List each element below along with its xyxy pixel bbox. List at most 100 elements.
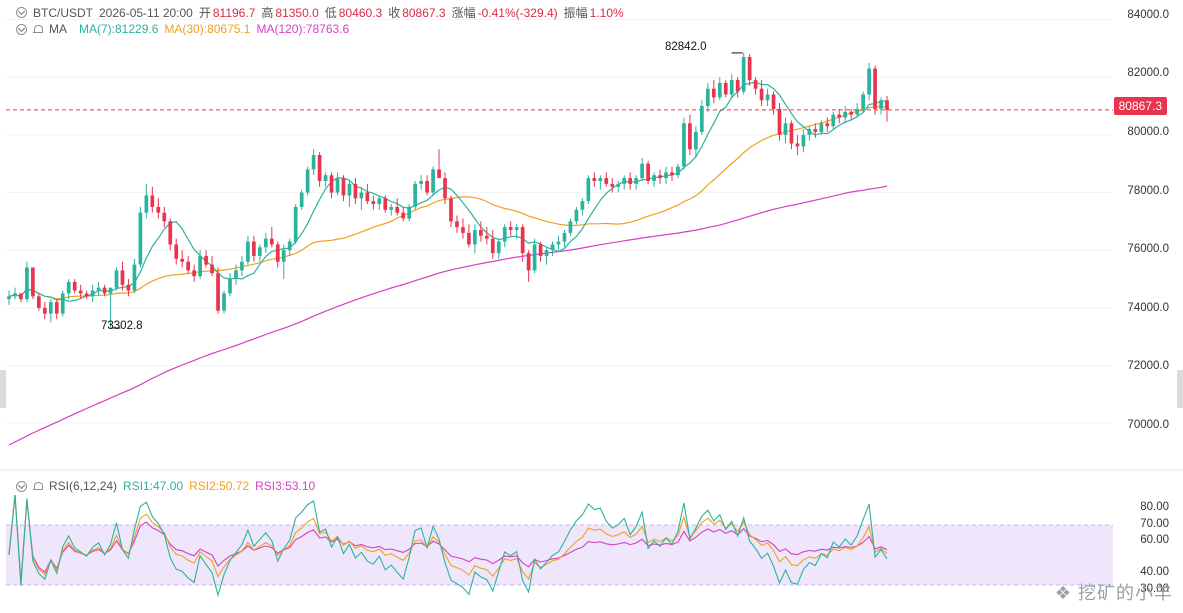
price-tick: 82000.0 <box>1127 67 1169 79</box>
collapse-chevron-icon[interactable] <box>16 7 27 18</box>
candle-body <box>150 195 155 207</box>
candle-body <box>813 129 818 132</box>
rsi3-legend: RSI3:53.10 <box>255 479 316 493</box>
candle-body <box>807 129 812 135</box>
candle-body <box>598 178 603 181</box>
candle-body <box>568 221 573 233</box>
candle-body <box>269 238 274 245</box>
candle-body <box>753 80 758 89</box>
candle-body <box>622 178 627 184</box>
rsi-legend: RSI(6,12,24) RSI1:47.00 RSI2:50.72 RSI3:… <box>16 479 321 493</box>
candle-body <box>144 195 149 213</box>
ma30-legend: MA(30):80675.1 <box>164 22 251 36</box>
candle-body <box>13 293 17 297</box>
candle-body <box>252 241 256 256</box>
candle-body <box>48 302 53 314</box>
rsi-lines <box>8 494 888 598</box>
ma-lines <box>6 81 1113 446</box>
candle-body <box>676 166 680 176</box>
candle-body <box>664 172 668 179</box>
candle-body <box>395 206 400 213</box>
candle-body <box>198 255 202 277</box>
candle-body <box>216 273 220 311</box>
candle-body <box>616 183 621 187</box>
candle-body <box>837 114 842 118</box>
alert-bell-icon[interactable] <box>33 24 43 34</box>
candle-body <box>717 82 722 98</box>
candle-body <box>66 281 71 294</box>
candle-body <box>443 178 447 199</box>
candle-body <box>550 244 555 251</box>
candle-body <box>287 241 292 251</box>
scroll-left-handle[interactable] <box>0 370 6 408</box>
candle-body <box>801 134 806 147</box>
candle-body <box>186 261 191 271</box>
rsi-alert-bell-icon[interactable] <box>33 481 43 491</box>
candle-body <box>96 287 101 291</box>
high-annotation: 82842.0 <box>665 41 707 53</box>
candle-body <box>610 183 615 187</box>
candle-body <box>389 206 394 210</box>
candle-body <box>682 123 686 167</box>
ma-label[interactable]: MA <box>49 22 67 36</box>
scroll-right-handle[interactable] <box>1177 370 1183 408</box>
price-tick: 72000.0 <box>1127 360 1169 372</box>
ma120-legend: MA(120):78763.6 <box>256 22 350 36</box>
candle-body <box>508 227 513 230</box>
candle-body <box>329 175 334 193</box>
candle-body <box>741 57 746 92</box>
candle-body <box>311 155 316 170</box>
rsi-label[interactable]: RSI(6,12,24) <box>49 479 118 493</box>
candle-body <box>335 178 340 193</box>
candle-body <box>819 123 824 132</box>
candle-body <box>138 212 143 265</box>
collapse-ma-chevron-icon[interactable] <box>16 23 27 35</box>
open-value: 81196.7 <box>212 5 256 20</box>
candle-body <box>305 169 310 193</box>
candle-body <box>478 230 483 236</box>
rsi2-legend: RSI2:50.72 <box>189 479 250 493</box>
candle-body <box>449 198 453 222</box>
candle-body <box>317 155 322 181</box>
candle-body <box>473 230 477 245</box>
ma30-line <box>8 105 888 300</box>
candle-body <box>31 267 35 297</box>
candle-body <box>747 57 752 81</box>
candle-body <box>646 163 650 181</box>
candle-body <box>532 244 537 271</box>
high-label: 高 <box>261 6 274 20</box>
candle-body <box>538 244 543 256</box>
candle-body <box>562 232 567 242</box>
candle-body <box>359 192 364 199</box>
candle-body <box>425 180 429 193</box>
candle-body <box>765 94 770 101</box>
candle-body <box>658 175 662 179</box>
candle-body <box>281 250 286 262</box>
gridlines <box>0 19 1183 471</box>
rsi1-legend: RSI1:47.00 <box>123 479 184 493</box>
candle-body <box>580 201 585 210</box>
candle-body <box>771 94 776 109</box>
candle-body <box>7 296 11 300</box>
candle-body <box>670 172 674 176</box>
candle-body <box>419 180 423 184</box>
candle-body <box>431 169 435 193</box>
low-label: 低 <box>324 6 337 20</box>
candle-body <box>544 250 549 256</box>
candle-body <box>789 123 794 144</box>
collapse-rsi-chevron-icon[interactable] <box>16 480 27 492</box>
candle-body <box>502 227 507 242</box>
candle-body <box>873 68 877 109</box>
candle-body <box>843 111 848 118</box>
candle-body <box>275 244 280 262</box>
high-value: 81350.0 <box>275 5 319 20</box>
candle-body <box>556 241 561 245</box>
candle-body <box>365 192 370 202</box>
candle-body <box>413 183 418 207</box>
candle-body <box>257 247 262 256</box>
candle-body <box>371 201 376 205</box>
candle-body <box>867 68 871 95</box>
candle-body <box>640 163 644 179</box>
candle-body <box>574 209 579 222</box>
